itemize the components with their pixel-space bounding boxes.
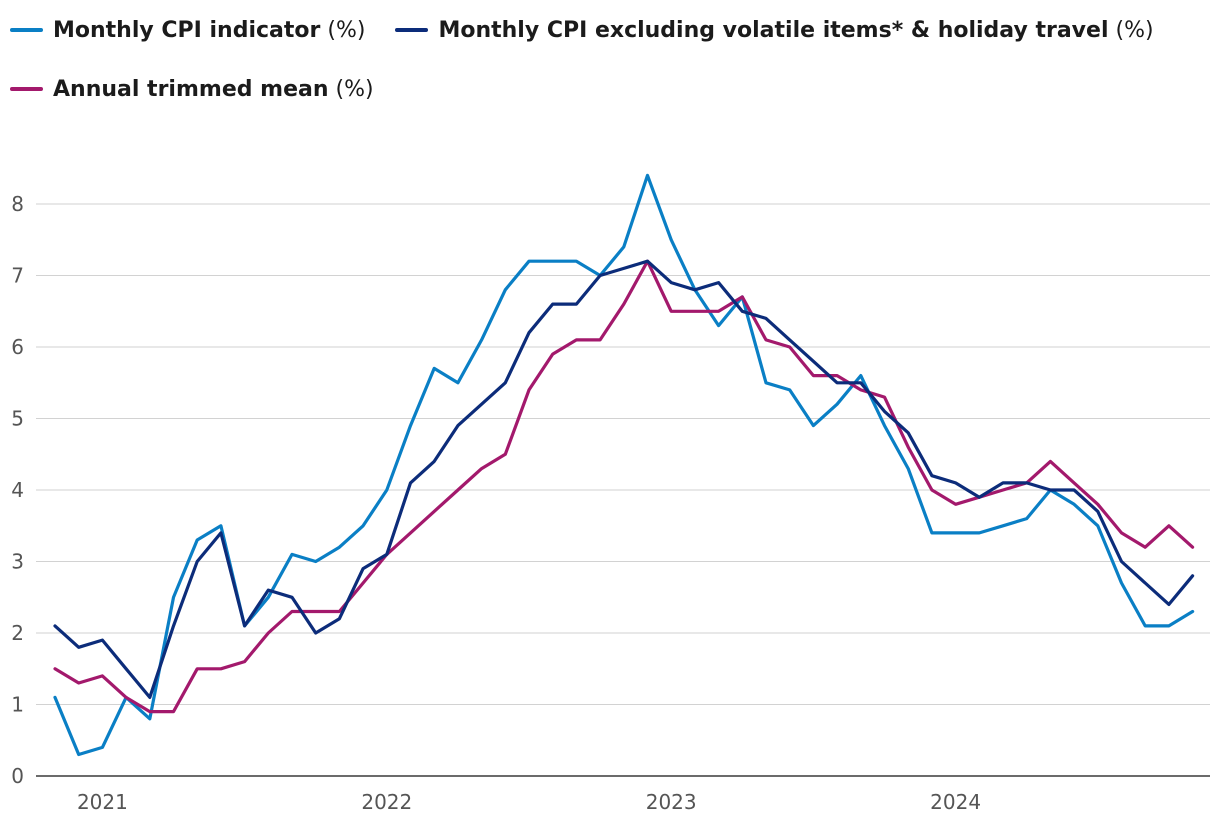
legend-swatch-monthly-cpi-excluding-volatile xyxy=(395,28,429,32)
y-tick-label-2: 2 xyxy=(11,621,24,645)
series-line-monthly-cpi-excluding-volatile-items-holiday-travel xyxy=(53,259,1195,700)
legend-swatch-monthly-cpi xyxy=(10,28,43,32)
x-tick-label-2024: 2024 xyxy=(930,790,981,814)
y-tick-label-0: 0 xyxy=(11,764,24,788)
legend-row-2: Annual trimmed mean (%) xyxy=(10,71,1210,107)
legend-unit-monthly-cpi: (%) xyxy=(327,17,366,43)
y-tick-label-8: 8 xyxy=(11,192,24,216)
legend-unit-annual-trimmed-mean: (%) xyxy=(335,76,374,102)
legend: Monthly CPI indicator (%) Monthly CPI ex… xyxy=(10,12,1210,130)
legend-item-monthly-cpi: Monthly CPI indicator (%) xyxy=(10,18,365,43)
x-tick-label-2023: 2023 xyxy=(646,790,697,814)
x-tick-label-2022: 2022 xyxy=(361,790,412,814)
legend-unit-monthly-cpi-excluding-volatile: (%) xyxy=(1115,17,1154,43)
legend-label-annual-trimmed-mean: Annual trimmed mean xyxy=(53,76,329,102)
x-tick-label-2021: 2021 xyxy=(77,790,128,814)
legend-item-annual-trimmed-mean: Annual trimmed mean (%) xyxy=(10,77,374,102)
y-tick-label-7: 7 xyxy=(11,264,24,288)
y-tick-label-6: 6 xyxy=(11,335,24,359)
series-line-annual-trimmed-mean xyxy=(53,259,1195,714)
legend-label-monthly-cpi-excluding-volatile: Monthly CPI excluding volatile items* & … xyxy=(438,17,1109,43)
y-tick-label-4: 4 xyxy=(11,478,24,502)
legend-label-monthly-cpi: Monthly CPI indicator xyxy=(53,17,321,43)
y-tick-label-3: 3 xyxy=(11,550,24,574)
legend-swatch-annual-trimmed-mean xyxy=(10,87,43,91)
y-tick-label-5: 5 xyxy=(11,407,24,431)
legend-item-monthly-cpi-excluding-volatile: Monthly CPI excluding volatile items* & … xyxy=(395,17,1154,43)
legend-row-1: Monthly CPI indicator (%) Monthly CPI ex… xyxy=(10,12,1210,48)
y-tick-label-1: 1 xyxy=(11,693,24,717)
